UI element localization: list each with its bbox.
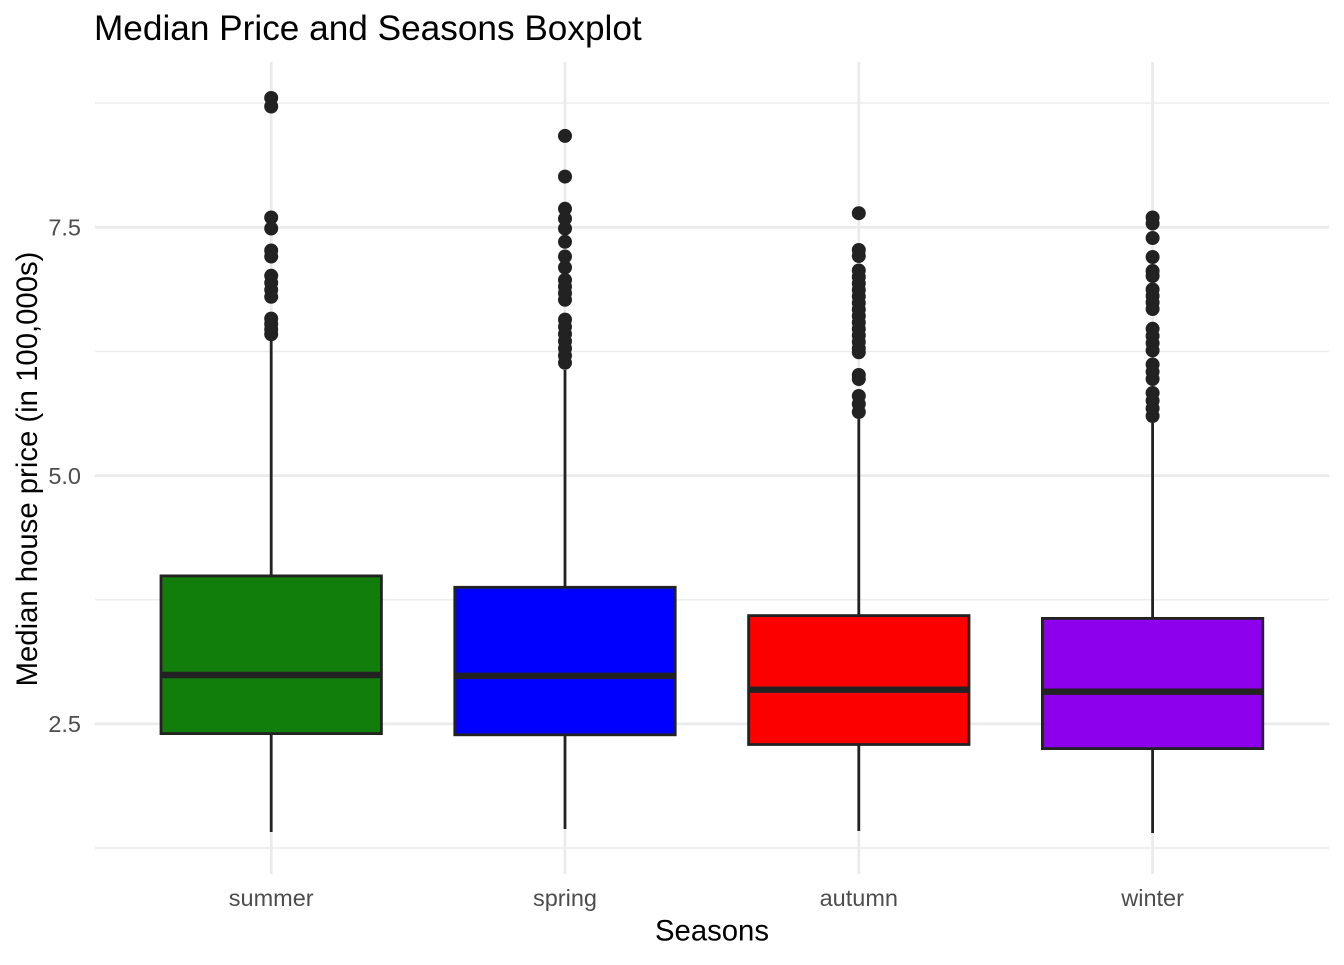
svg-text:7.5: 7.5 — [48, 215, 81, 241]
svg-text:spring: spring — [533, 885, 597, 911]
svg-text:Seasons: Seasons — [655, 915, 769, 948]
svg-text:autumn: autumn — [820, 885, 898, 911]
svg-text:winter: winter — [1120, 885, 1184, 911]
svg-text:summer: summer — [229, 885, 314, 911]
svg-text:5.0: 5.0 — [48, 463, 81, 489]
svg-text:2.5: 2.5 — [48, 711, 81, 737]
svg-text:Median house price (in 100,000: Median house price (in 100,000s) — [11, 252, 44, 687]
svg-text:Median Price and Seasons Boxpl: Median Price and Seasons Boxplot — [94, 9, 642, 48]
